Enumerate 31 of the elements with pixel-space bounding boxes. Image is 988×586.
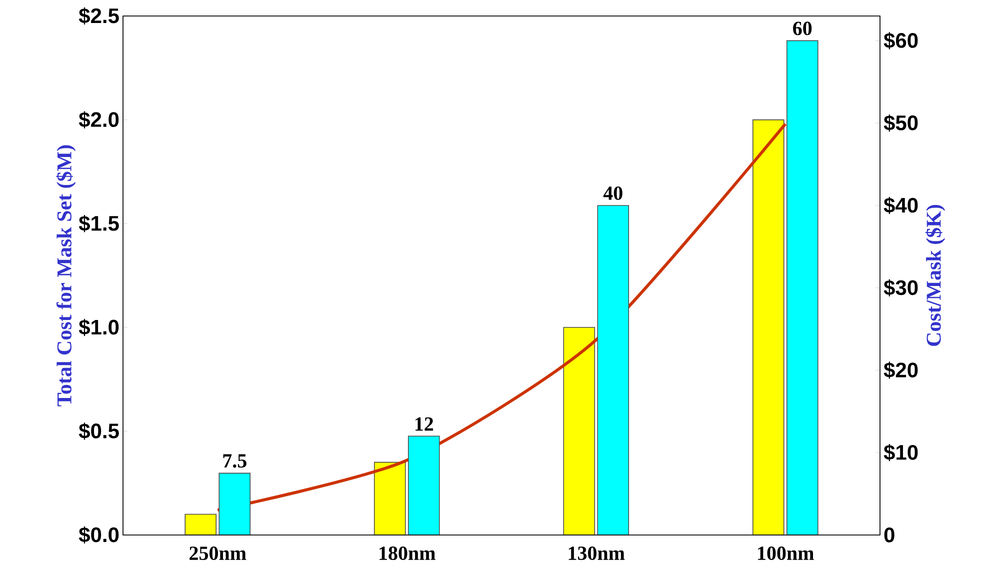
bar bbox=[752, 119, 784, 536]
y-tick-label: $1.0 bbox=[78, 318, 119, 336]
data-label: 60 bbox=[793, 22, 812, 36]
x-tick-label: 250nm bbox=[190, 546, 246, 560]
y-axis-title: Total Cost for Mask Set ($M) bbox=[56, 145, 76, 406]
y-tick-label: $0.0 bbox=[78, 526, 119, 544]
y2-tick-label: 0 bbox=[884, 528, 894, 542]
x-tick-label: 130nm bbox=[568, 546, 625, 560]
bar bbox=[408, 436, 440, 536]
data-label: 12 bbox=[415, 417, 434, 431]
bar bbox=[374, 462, 406, 536]
y2-axis-title: Cost/Mask ($K) bbox=[925, 204, 946, 346]
bar bbox=[218, 472, 251, 536]
y2-tick-label: $30 bbox=[884, 279, 918, 296]
data-label: 7.5 bbox=[223, 454, 246, 468]
y-tick-label: $2.0 bbox=[78, 111, 119, 128]
y2-tick-label: $50 bbox=[884, 114, 918, 132]
y2-tick-label: $20 bbox=[884, 362, 918, 379]
data-label: 40 bbox=[603, 186, 622, 200]
y-tick-label: $1.5 bbox=[78, 215, 119, 232]
y-tick-label: $2.5 bbox=[78, 7, 119, 25]
bar bbox=[184, 514, 217, 536]
bar bbox=[597, 205, 630, 536]
y2-tick-label: $40 bbox=[884, 196, 918, 214]
y2-tick-label: $10 bbox=[884, 444, 918, 462]
x-tick-label: 180nm bbox=[380, 546, 436, 560]
bar bbox=[563, 326, 596, 536]
bar bbox=[786, 40, 818, 536]
x-tick-label: 100nm bbox=[758, 546, 814, 560]
y-tick-label: $0.5 bbox=[78, 422, 119, 440]
y2-tick-label: $60 bbox=[884, 32, 918, 50]
